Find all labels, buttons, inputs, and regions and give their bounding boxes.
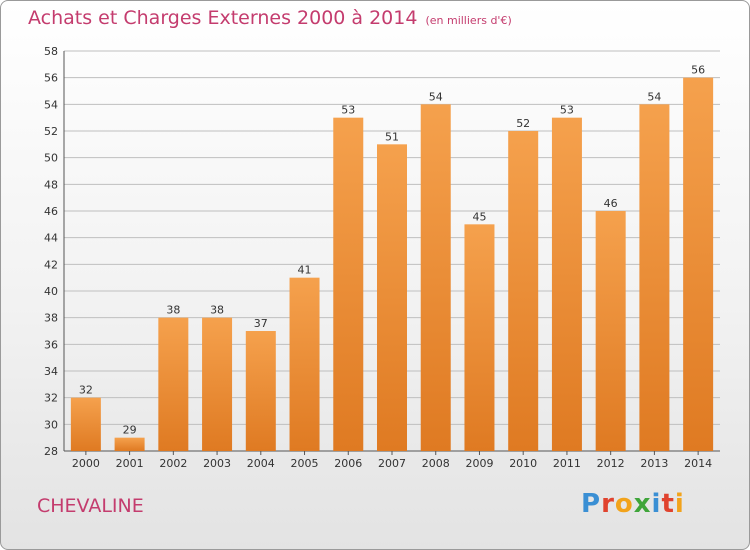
bar	[158, 317, 189, 451]
data-label: 32	[79, 384, 93, 397]
chart-title: Achats et Charges Externes 2000 à 2014 (e…	[28, 7, 512, 29]
x-tick-label: 2007	[378, 457, 406, 470]
data-label: 41	[298, 264, 312, 277]
bar	[289, 277, 320, 451]
y-tick-label: 44	[44, 232, 58, 245]
y-tick-label: 40	[44, 285, 58, 298]
bar	[595, 211, 626, 451]
x-tick-label: 2003	[203, 457, 231, 470]
x-tick-label: 2012	[597, 457, 625, 470]
logo-letter: x	[633, 489, 652, 519]
logo-letter: i	[651, 489, 662, 519]
x-tick-label: 2011	[553, 457, 581, 470]
y-tick-label: 38	[44, 312, 58, 325]
y-tick-label: 50	[44, 152, 58, 165]
x-tick-label: 2014	[684, 457, 712, 470]
data-label: 56	[691, 64, 705, 77]
x-tick-label: 2000	[72, 457, 100, 470]
y-tick-label: 58	[44, 45, 58, 58]
bar	[464, 224, 495, 451]
title-main: Achats et Charges Externes 2000 à 2014	[28, 7, 418, 29]
x-tick-label: 2004	[247, 457, 275, 470]
data-label: 54	[429, 90, 443, 103]
y-tick-label: 56	[44, 72, 58, 85]
proxiti-logo: Proxiti	[581, 489, 685, 519]
y-tick-label: 34	[44, 365, 58, 378]
bar	[245, 331, 276, 451]
logo-letter: o	[614, 489, 634, 519]
x-tick-label: 2006	[334, 457, 362, 470]
logo-letter: i	[674, 489, 685, 519]
x-tick-label: 2009	[465, 457, 493, 470]
data-label: 53	[560, 104, 574, 117]
bar	[551, 117, 582, 452]
y-tick-label: 28	[44, 445, 58, 458]
bar	[333, 117, 364, 452]
data-label: 37	[254, 317, 268, 330]
logo-letter: r	[601, 489, 615, 519]
data-label: 45	[472, 210, 486, 223]
y-tick-label: 54	[44, 98, 58, 111]
x-tick-label: 2002	[159, 457, 187, 470]
bar	[377, 144, 407, 452]
x-tick-label: 2008	[422, 457, 450, 470]
bar	[202, 317, 233, 451]
data-label: 38	[166, 304, 180, 317]
y-tick-label: 36	[44, 338, 58, 351]
y-tick-label: 52	[44, 125, 58, 138]
title-unit: (en milliers d'€)	[425, 14, 512, 27]
y-tick-label: 32	[44, 392, 58, 405]
y-tick-label: 42	[44, 258, 58, 271]
bar	[114, 437, 145, 451]
logo-letter: P	[581, 489, 602, 519]
bar	[639, 104, 670, 451]
data-label: 54	[647, 90, 661, 103]
x-tick-label: 2001	[116, 457, 144, 470]
y-tick-label: 30	[44, 418, 58, 431]
data-label: 38	[210, 304, 224, 317]
data-label: 52	[516, 117, 530, 130]
y-tick-label: 46	[44, 205, 58, 218]
bar	[683, 77, 714, 452]
y-tick-label: 48	[44, 178, 58, 191]
data-label: 46	[604, 197, 618, 210]
logo-letter: t	[661, 489, 675, 519]
data-label: 29	[123, 424, 137, 437]
data-label: 53	[341, 104, 355, 117]
bar	[420, 104, 451, 451]
x-tick-label: 2005	[291, 457, 319, 470]
bar	[70, 397, 101, 451]
place-name: CHEVALINE	[37, 495, 144, 517]
x-tick-label: 2013	[640, 457, 668, 470]
x-tick-label: 2010	[509, 457, 537, 470]
data-label: 51	[385, 130, 399, 143]
bar	[508, 131, 539, 451]
